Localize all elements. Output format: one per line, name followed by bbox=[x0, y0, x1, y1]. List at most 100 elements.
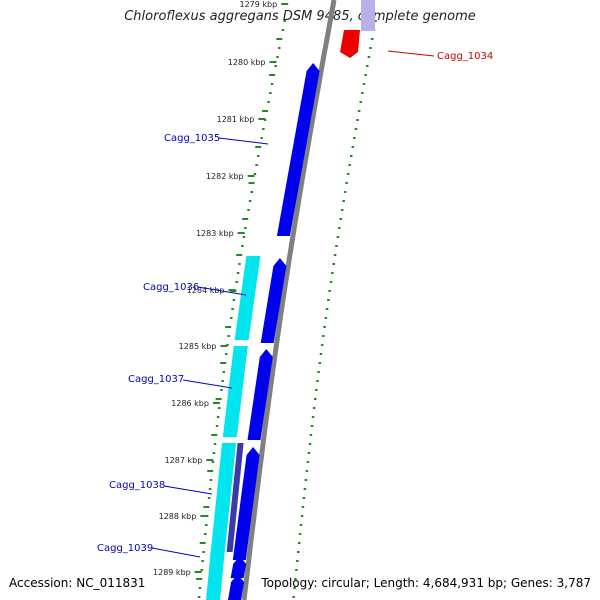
gc-skew-mark bbox=[307, 452, 311, 454]
gc-skew-mark bbox=[324, 317, 328, 319]
gc-skew-mark bbox=[196, 578, 203, 580]
gc-skew-mark bbox=[250, 191, 253, 193]
gc-skew-mark bbox=[319, 353, 323, 355]
gc-skew-mark bbox=[311, 416, 315, 418]
gc-skew-mark bbox=[224, 353, 228, 355]
gc-skew-mark bbox=[199, 542, 206, 544]
accession-text: Accession: NC_011831 bbox=[9, 576, 146, 590]
gc-skew-mark bbox=[348, 164, 351, 166]
kbp-tick bbox=[220, 345, 228, 347]
gc-skew-mark bbox=[362, 83, 366, 85]
gc-skew-mark bbox=[276, 38, 283, 40]
gc-skew-mark bbox=[301, 506, 305, 508]
gc-skew-mark bbox=[329, 281, 333, 283]
gene-label: Cagg_1038 bbox=[109, 480, 165, 491]
gc-skew-mark bbox=[296, 560, 299, 562]
kbp-tick-label: 1288 kbp bbox=[159, 512, 197, 521]
gc-skew-mark bbox=[359, 101, 362, 103]
gc-skew-mark bbox=[255, 164, 258, 166]
kbp-tick bbox=[281, 3, 289, 5]
gc-skew-mark bbox=[298, 533, 302, 535]
gc-skew-mark bbox=[374, 20, 377, 22]
gc-skew-mark bbox=[340, 209, 344, 211]
gc-skew-mark bbox=[306, 461, 310, 463]
gc-skew-mark bbox=[207, 470, 214, 472]
gc-skew-mark bbox=[231, 308, 234, 310]
gene-labels: Cagg_1034 Cagg_1035 Cagg_1036 Cagg_1037 Cagg… bbox=[97, 50, 493, 558]
gc-skew-mark bbox=[302, 497, 306, 499]
rna-track bbox=[206, 256, 261, 600]
gc-skew-mark bbox=[367, 56, 371, 58]
gc-skew-mark bbox=[270, 83, 274, 85]
gc-skew-mark bbox=[208, 488, 212, 490]
gc-skew-mark bbox=[238, 263, 241, 265]
gc-skew-mark bbox=[345, 182, 348, 184]
gc-skew-mark bbox=[369, 47, 372, 49]
gc-skew-mark bbox=[215, 425, 219, 427]
gc-skew-mark bbox=[221, 380, 224, 382]
gc-skew-mark bbox=[212, 452, 216, 454]
gc-skew-mark bbox=[226, 344, 229, 346]
gc-skew-mark bbox=[278, 47, 281, 49]
forward-cds-arrow bbox=[230, 556, 247, 578]
gc-skew-mark bbox=[205, 524, 208, 526]
gc-skew-mark bbox=[304, 479, 308, 481]
gc-skew-mark bbox=[213, 443, 217, 445]
forward-cds-track bbox=[228, 63, 320, 600]
gc-skew-mark bbox=[276, 56, 279, 58]
reverse-cds-track bbox=[340, 0, 375, 58]
gc-skew-mark bbox=[316, 380, 319, 382]
gc-skew-mark bbox=[242, 236, 246, 238]
gc-skew-mark bbox=[338, 227, 341, 229]
gc-skew-mark bbox=[236, 272, 240, 274]
gc-skew-mark bbox=[220, 362, 227, 364]
gc-skew-mark bbox=[349, 155, 353, 157]
kbp-tick bbox=[228, 289, 236, 291]
gc-skew-mark bbox=[297, 542, 301, 544]
forward-cds-arrow bbox=[228, 574, 245, 600]
gc-skew-mark bbox=[354, 128, 358, 130]
kbp-tick-label: 1279 kbp bbox=[239, 0, 277, 9]
gc-skew-mark bbox=[364, 74, 367, 76]
gc-skew-mark bbox=[200, 569, 204, 571]
gc-skew-mark bbox=[353, 137, 356, 139]
gc-skew-mark bbox=[253, 173, 257, 175]
kbp-tick bbox=[269, 61, 277, 63]
gc-skew-mark bbox=[320, 344, 324, 346]
gc-skew-mark bbox=[325, 308, 329, 310]
gc-skew-mark bbox=[203, 506, 210, 508]
gc-skew-mark bbox=[346, 173, 350, 175]
kbp-tick-label: 1283 kbp bbox=[196, 229, 234, 238]
gene-label: Cagg_1037 bbox=[128, 374, 184, 385]
kbp-tick-label: 1287 kbp bbox=[165, 456, 203, 465]
gene-label-leader bbox=[151, 547, 201, 558]
gc-skew-mark bbox=[215, 398, 222, 400]
gc-skew-mark bbox=[242, 218, 249, 220]
gc-skew-mark bbox=[335, 245, 338, 247]
gc-skew-mark bbox=[211, 461, 215, 463]
gc-skew-mark bbox=[267, 101, 270, 103]
gc-skew-mark bbox=[292, 596, 295, 598]
kbp-tick bbox=[212, 402, 220, 404]
gc-skew-mark bbox=[262, 128, 265, 130]
kbp-tick-label: 1281 kbp bbox=[217, 115, 255, 124]
gene-label: Cagg_1035 bbox=[164, 133, 220, 144]
gene-label-leader bbox=[182, 379, 233, 389]
gc-skew-mark bbox=[312, 407, 316, 409]
kbp-tick-label: 1285 kbp bbox=[179, 342, 217, 351]
rna-strand-block bbox=[206, 550, 225, 600]
gc-skew-mark bbox=[274, 65, 277, 67]
forward-cds-arrow bbox=[232, 447, 260, 560]
gc-skew-mark bbox=[317, 371, 320, 373]
gc-skew-mark bbox=[303, 488, 307, 490]
gc-skew-mark bbox=[262, 110, 269, 112]
gc-skew-mark bbox=[356, 119, 359, 121]
gc-skew-mark bbox=[269, 74, 276, 76]
gc-skew-mark bbox=[351, 146, 355, 148]
gc-skew-mark bbox=[255, 146, 262, 148]
kbp-tick-label: 1282 kbp bbox=[206, 172, 244, 181]
gc-skew-mark bbox=[327, 299, 330, 301]
gc-skew-mark bbox=[315, 389, 318, 391]
gc-skew-mark bbox=[225, 326, 232, 328]
